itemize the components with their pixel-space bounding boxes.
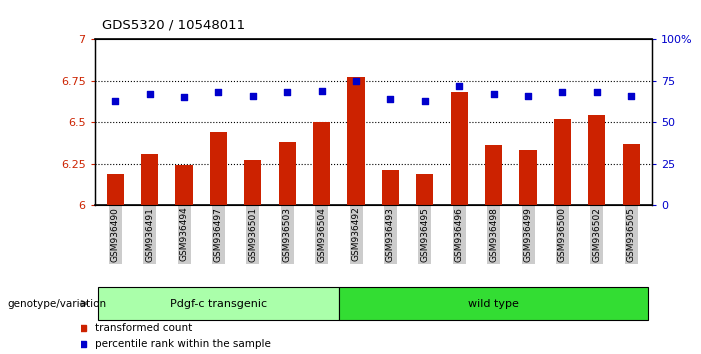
Bar	[519, 150, 537, 205]
Point	[488, 91, 499, 97]
Bar	[588, 115, 606, 205]
Text: wild type: wild type	[468, 298, 519, 309]
Bar	[210, 132, 227, 205]
Bar	[554, 119, 571, 205]
Point	[179, 94, 190, 100]
Bar	[279, 142, 296, 205]
Bar	[348, 77, 365, 205]
Bar	[175, 165, 193, 205]
Text: transformed count: transformed count	[95, 323, 192, 333]
Bar	[622, 144, 640, 205]
Point	[522, 93, 533, 98]
Point	[282, 89, 293, 95]
Text: Pdgf-c transgenic: Pdgf-c transgenic	[170, 298, 267, 309]
Bar	[485, 145, 503, 205]
Bar	[382, 170, 399, 205]
Point	[350, 78, 362, 83]
Text: genotype/variation: genotype/variation	[7, 298, 106, 309]
Bar	[244, 160, 261, 205]
Point	[419, 98, 430, 103]
Point	[109, 98, 121, 103]
Text: GDS5320 / 10548011: GDS5320 / 10548011	[102, 19, 245, 32]
Point	[144, 91, 156, 97]
Bar	[141, 154, 158, 205]
Point	[247, 93, 259, 98]
Point	[316, 88, 327, 93]
Text: percentile rank within the sample: percentile rank within the sample	[95, 339, 271, 349]
FancyBboxPatch shape	[98, 287, 339, 320]
FancyBboxPatch shape	[339, 287, 648, 320]
Bar	[451, 92, 468, 205]
Bar	[416, 174, 433, 205]
Point	[557, 89, 568, 95]
Point	[626, 93, 637, 98]
Point	[213, 89, 224, 95]
Bar	[313, 122, 330, 205]
Point	[385, 96, 396, 102]
Bar	[107, 174, 124, 205]
Point	[454, 83, 465, 88]
Point	[591, 89, 602, 95]
